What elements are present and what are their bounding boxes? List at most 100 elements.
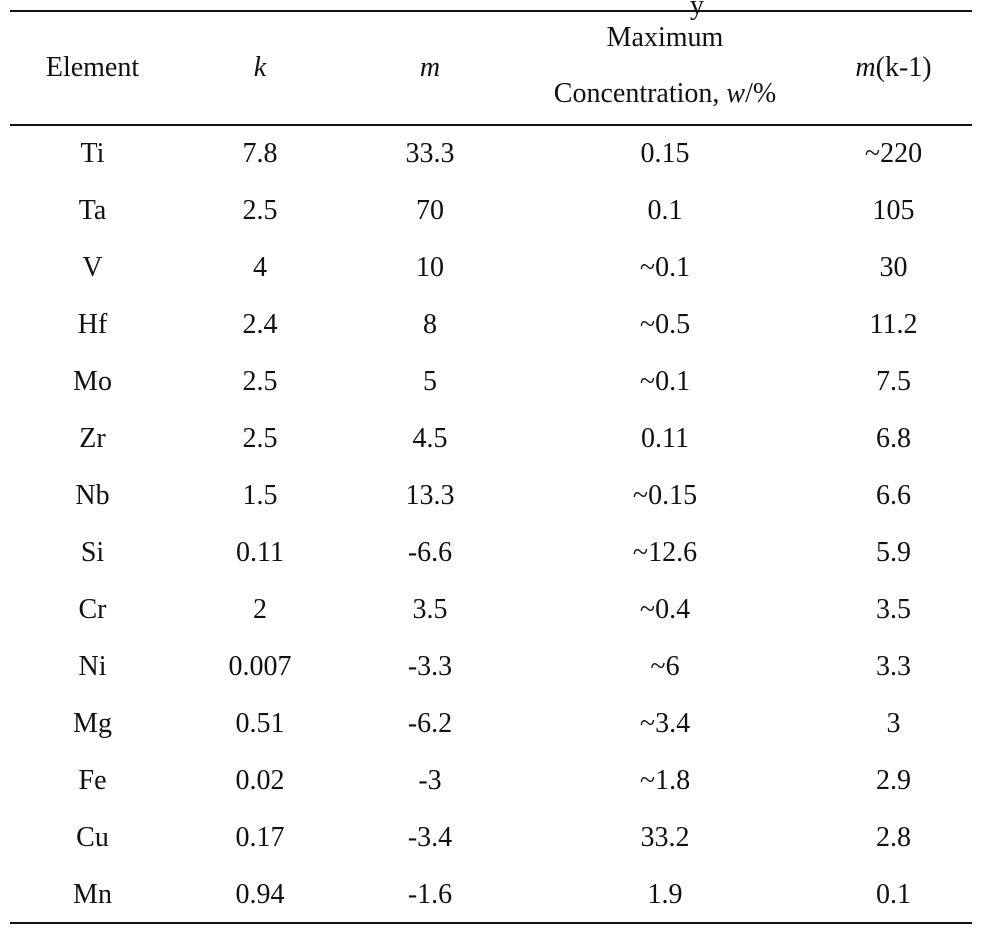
cell-element: Ti [80, 138, 105, 169]
cell-element: Mg [73, 708, 112, 739]
cell-element: Ni [78, 651, 107, 682]
cell-max-concentration: ~3.4 [639, 708, 691, 739]
cell-m: 5 [423, 366, 437, 397]
top-rule [10, 10, 972, 12]
cell-element: Cr [78, 594, 107, 625]
table-row: Mo 2.5 5 ~0.1 7.5 [10, 354, 972, 411]
cell-k: 2.5 [242, 195, 278, 226]
header-mk1: m(k-1) [815, 52, 972, 84]
cell-m: 8 [423, 309, 437, 340]
cell-mk1: 2.9 [876, 765, 911, 796]
cell-m: 4.5 [412, 423, 448, 454]
cell-max-concentration: ~6 [650, 651, 680, 682]
header-mk1-m: m [855, 52, 876, 83]
header-concentration-label: Concentration, [553, 78, 727, 109]
cell-max-concentration: ~1.8 [639, 765, 691, 796]
table-row: Mg 0.51 -6.2 ~3.4 3 [10, 696, 972, 753]
cell-element: Cu [76, 822, 109, 853]
cell-k: 2.5 [242, 366, 278, 397]
cell-element: Mo [73, 366, 112, 397]
cell-k: 1.5 [242, 480, 278, 511]
cell-k: 2.4 [242, 309, 278, 340]
header-mk1-rest: (k-1) [875, 52, 932, 83]
table-row: Mn 0.94 -1.6 1.9 0.1 [10, 867, 972, 924]
cell-mk1: 6.6 [876, 480, 911, 511]
table-row: Ti 7.8 33.3 0.15 ~220 [10, 126, 972, 183]
cell-mk1: 5.9 [876, 537, 911, 568]
cell-max-concentration: 1.9 [647, 879, 683, 910]
cell-k: 7.8 [242, 138, 278, 169]
table-row: Ni 0.007 -3.3 ~6 3.3 [10, 639, 972, 696]
cell-element: V [82, 252, 103, 283]
cell-mk1: 11.2 [869, 309, 918, 340]
cell-element: Nb [75, 480, 110, 511]
cell-m: 3.5 [412, 594, 448, 625]
cell-k: 2 [253, 594, 267, 625]
cell-max-concentration: ~0.1 [639, 252, 691, 283]
cell-element: Hf [77, 309, 108, 340]
cell-k: 0.51 [235, 708, 285, 739]
cell-max-concentration: 0.11 [641, 423, 689, 454]
cell-element: Mn [73, 879, 112, 910]
cell-m: -3.4 [407, 822, 453, 853]
cell-mk1: 3.5 [876, 594, 911, 625]
cell-m: -1.6 [407, 879, 453, 910]
table-row: Fe 0.02 -3 ~1.8 2.9 [10, 753, 972, 810]
cell-max-concentration: ~0.4 [639, 594, 691, 625]
header-rule [10, 124, 972, 126]
cell-k: 0.94 [235, 879, 285, 910]
header-concentration-unit: /% [745, 78, 777, 109]
cell-m: -6.2 [407, 708, 453, 739]
cell-m: 10 [416, 252, 444, 283]
cell-mk1: ~220 [864, 138, 923, 169]
table-row: Cr 2 3.5 ~0.4 3.5 [10, 582, 972, 639]
header-k: k [253, 52, 267, 83]
cell-m: 33.3 [405, 138, 455, 169]
cell-max-concentration: ~12.6 [632, 537, 698, 568]
cell-mk1: 3 [886, 708, 901, 739]
bottom-rule [10, 922, 972, 924]
table-row: Zr 2.5 4.5 0.11 6.8 [10, 411, 972, 468]
cell-mk1: 3.3 [876, 651, 911, 682]
cell-element: Zr [79, 423, 106, 454]
cell-k: 4 [253, 252, 267, 283]
header-max-concentration-line2: Concentration, w/% [515, 78, 815, 110]
cell-m: 13.3 [405, 480, 455, 511]
header-element: Element [45, 52, 140, 83]
cell-max-concentration: ~0.15 [632, 480, 698, 511]
header-concentration-w: w [726, 78, 746, 109]
cell-mk1: 30 [879, 252, 908, 283]
cell-k: 0.17 [235, 822, 285, 853]
cell-mk1: 7.5 [876, 366, 911, 397]
table-row: Hf 2.4 8 ~0.5 11.2 [10, 297, 972, 354]
table-row: Nb 1.5 13.3 ~0.15 6.6 [10, 468, 972, 525]
table-row: V 4 10 ~0.1 30 [10, 240, 972, 297]
cell-max-concentration: 0.1 [647, 195, 683, 226]
cell-max-concentration: ~0.1 [639, 366, 691, 397]
cell-m: -6.6 [407, 537, 453, 568]
header-max-concentration-line1: Maximum [606, 22, 724, 53]
cell-mk1: 2.8 [876, 822, 911, 853]
cell-k: 2.5 [242, 423, 278, 454]
cell-m: -3.3 [407, 651, 453, 682]
cell-element: Si [80, 537, 105, 568]
cell-mk1: 0.1 [876, 879, 911, 910]
table-header: Element k m Maximum Concentration, w/% m… [10, 12, 972, 124]
table-row: Cu 0.17 -3.4 33.2 2.8 [10, 810, 972, 867]
table-row: Si 0.11 -6.6 ~12.6 5.9 [10, 525, 972, 582]
cell-mk1: 105 [872, 195, 915, 226]
cell-max-concentration: ~0.5 [639, 309, 691, 340]
table-row: Ta 2.5 70 0.1 105 [10, 183, 972, 240]
cell-m: -3 [418, 765, 442, 796]
cell-k: 0.11 [236, 537, 284, 568]
cell-max-concentration: 0.15 [640, 138, 690, 169]
cell-element: Fe [78, 765, 107, 796]
cell-m: 70 [416, 195, 444, 226]
cell-k: 0.007 [228, 651, 292, 682]
cell-element: Ta [78, 195, 107, 226]
cell-k: 0.02 [235, 765, 285, 796]
header-max-concentration: Maximum Concentration, w/% [515, 12, 815, 124]
cell-max-concentration: 33.2 [640, 822, 690, 853]
header-m: m [419, 52, 441, 83]
cell-mk1: 6.8 [876, 423, 911, 454]
